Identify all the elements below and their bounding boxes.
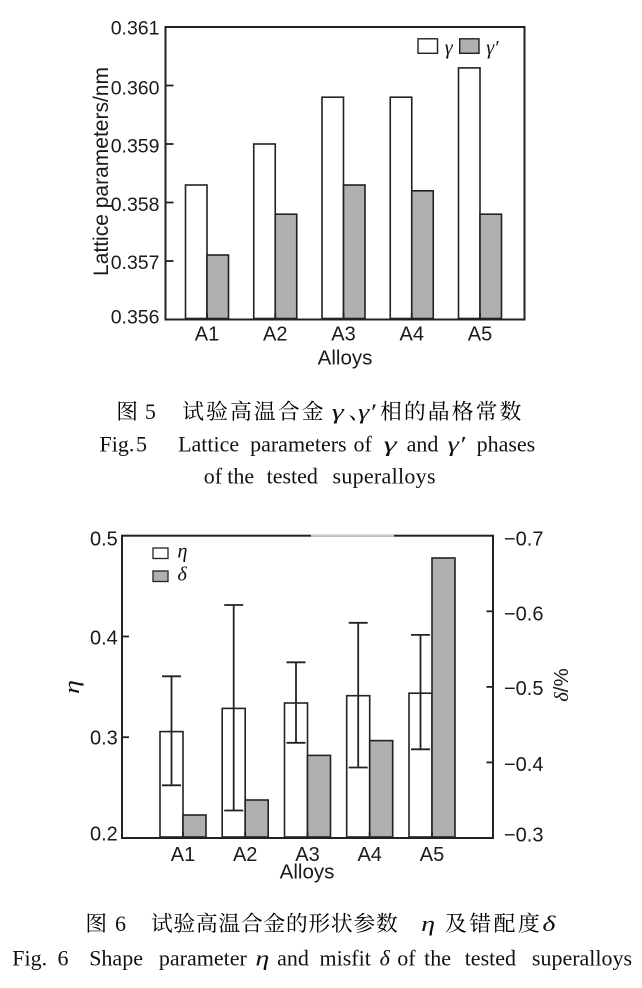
- svg-text:A4: A4: [400, 324, 424, 346]
- svg-text:γ′: γ′: [448, 432, 467, 457]
- svg-text:5: 5: [145, 399, 156, 424]
- svg-text:0.5: 0.5: [90, 528, 118, 550]
- svg-text:5: 5: [136, 432, 147, 457]
- svg-text:parameter: parameter: [159, 945, 248, 970]
- svg-text:tested: tested: [267, 464, 318, 489]
- svg-text:A3: A3: [295, 844, 319, 866]
- svg-text:of: of: [354, 432, 373, 457]
- svg-text:A1: A1: [171, 844, 195, 866]
- svg-text:Lattice parameters/nm: Lattice parameters/nm: [90, 67, 113, 276]
- svg-text:A1: A1: [195, 324, 219, 346]
- svg-text:A4: A4: [357, 844, 381, 866]
- svg-text:δ: δ: [178, 564, 188, 586]
- svg-text:0.3: 0.3: [90, 728, 118, 750]
- svg-text:A2: A2: [263, 324, 287, 346]
- svg-text:γ′: γ′: [358, 399, 377, 424]
- svg-text:the: the: [227, 464, 254, 489]
- svg-text:0.358: 0.358: [111, 194, 160, 216]
- svg-text:6: 6: [58, 945, 69, 970]
- svg-text:Fig.: Fig.: [100, 432, 135, 457]
- svg-text:η: η: [255, 945, 269, 970]
- svg-text:of: of: [397, 945, 416, 970]
- svg-text:0.356: 0.356: [111, 307, 160, 329]
- svg-text:Shape: Shape: [89, 945, 143, 970]
- svg-text:−0.3: −0.3: [504, 824, 543, 846]
- svg-text:γ: γ: [445, 37, 454, 59]
- svg-text:0.360: 0.360: [111, 78, 160, 100]
- svg-text:misfit: misfit: [320, 945, 371, 970]
- svg-text:Fig.: Fig.: [12, 945, 47, 970]
- svg-text:phases: phases: [477, 432, 536, 457]
- svg-text:Lattice: Lattice: [178, 432, 239, 457]
- svg-text:γ: γ: [332, 399, 346, 424]
- svg-text:0.4: 0.4: [90, 627, 118, 649]
- svg-text:parameters: parameters: [250, 432, 347, 457]
- svg-text:−0.7: −0.7: [504, 529, 543, 551]
- svg-text:η: η: [178, 541, 188, 563]
- svg-text:0.357: 0.357: [111, 252, 160, 274]
- svg-text:δ: δ: [542, 911, 556, 936]
- svg-text:and: and: [407, 432, 439, 457]
- svg-text:Alloys: Alloys: [318, 347, 373, 370]
- svg-text:A2: A2: [233, 844, 257, 866]
- svg-text:A5: A5: [420, 844, 444, 866]
- svg-text:the: the: [424, 945, 451, 970]
- svg-text:δ/%: δ/%: [550, 668, 573, 701]
- svg-text:of: of: [204, 464, 223, 489]
- svg-text:δ: δ: [380, 945, 391, 970]
- svg-text:−0.4: −0.4: [504, 754, 543, 776]
- svg-text:γ′: γ′: [486, 37, 499, 59]
- svg-text:A5: A5: [468, 324, 492, 346]
- svg-text:superalloys: superalloys: [532, 945, 632, 970]
- svg-text:0.2: 0.2: [90, 823, 118, 845]
- svg-text:superalloys: superalloys: [333, 464, 436, 489]
- svg-text:6: 6: [115, 911, 126, 936]
- svg-text:0.361: 0.361: [111, 18, 160, 40]
- svg-text:η: η: [421, 911, 435, 936]
- svg-text:0.359: 0.359: [111, 136, 160, 158]
- svg-text:−0.5: −0.5: [504, 678, 543, 700]
- svg-text:−0.6: −0.6: [504, 604, 543, 626]
- svg-text:γ: γ: [384, 432, 399, 457]
- svg-text:A3: A3: [331, 324, 355, 346]
- svg-text:Alloys: Alloys: [280, 861, 335, 884]
- svg-text:and: and: [277, 945, 309, 970]
- svg-text:η: η: [59, 680, 84, 694]
- svg-text:tested: tested: [465, 945, 516, 970]
